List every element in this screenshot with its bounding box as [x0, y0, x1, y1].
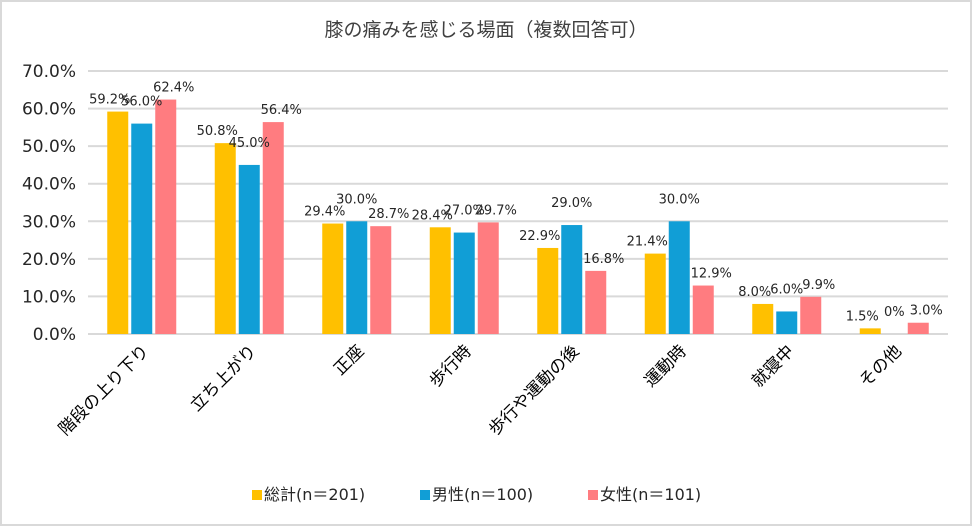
x-tick-label: 正座	[330, 341, 368, 379]
bar-total	[752, 303, 774, 334]
bar-female	[477, 222, 499, 334]
x-tick-label: その他	[856, 341, 906, 391]
bar-male	[668, 221, 690, 334]
data-label: 29.7%	[476, 203, 517, 218]
y-tick-label: 30.0%	[22, 212, 76, 232]
x-tick-label: 歩行時	[426, 341, 476, 391]
x-tick-label: 就寝中	[747, 341, 798, 392]
bar-female	[370, 226, 392, 334]
y-tick-label: 50.0%	[22, 137, 76, 157]
legend-label: 男性(n＝100)	[432, 485, 533, 504]
bar-female	[155, 99, 177, 334]
bar-total	[107, 111, 129, 334]
bar-female	[907, 322, 929, 334]
data-label: 28.7%	[368, 207, 409, 222]
legend-swatch	[252, 490, 262, 500]
bar-female	[800, 296, 822, 334]
bar-male	[776, 311, 798, 334]
data-label: 28.4%	[412, 208, 453, 223]
legend-swatch	[588, 490, 598, 500]
x-tick-label: 立ち上がり	[187, 341, 261, 415]
x-tick-label: 歩行や運動の後	[485, 341, 583, 439]
x-tick-label: 階段の上り下り	[55, 341, 153, 439]
data-label: 21.4%	[627, 235, 668, 250]
data-label: 8.0%	[738, 285, 771, 300]
bars	[107, 99, 929, 335]
y-tick-label: 60.0%	[22, 100, 76, 120]
bar-female	[585, 270, 607, 334]
data-label: 56.4%	[261, 103, 302, 118]
bar-male	[453, 232, 475, 334]
data-label: 9.9%	[802, 278, 835, 293]
y-tick-label: 40.0%	[22, 175, 76, 195]
data-label: 6.0%	[770, 282, 803, 297]
data-label: 27.0%	[444, 204, 485, 219]
legend: 総計(n＝201) 男性(n＝100) 女性(n＝101)	[252, 485, 701, 504]
bar-male	[561, 225, 583, 334]
data-label: 29.0%	[551, 196, 592, 211]
bar-total	[214, 143, 236, 334]
y-tick-label: 0.0%	[33, 325, 76, 345]
legend-label: 女性(n＝101)	[600, 485, 701, 504]
data-label: 30.0%	[659, 192, 700, 207]
data-label: 59.2%	[89, 93, 130, 108]
data-label: 1.5%	[846, 309, 879, 324]
data-label: 29.4%	[304, 205, 345, 220]
data-labels: 59.2%56.0%62.4%50.8%45.0%56.4%29.4%30.0%…	[89, 81, 943, 325]
data-label: 12.9%	[691, 267, 732, 282]
bar-male	[238, 164, 260, 334]
bar-total	[429, 227, 451, 334]
x-tick-label: 運動時	[641, 341, 691, 391]
data-label: 62.4%	[153, 81, 194, 96]
legend-label: 総計(n＝201)	[264, 485, 365, 504]
bar-male	[346, 221, 368, 334]
bar-total	[859, 328, 881, 334]
x-axis-ticks: 階段の上り下り 立ち上がり 正座 歩行時 歩行や運動の後 運動時 就寝中 その他	[55, 341, 906, 440]
data-label: 16.8%	[583, 252, 624, 267]
y-axis-ticks: 0.0% 10.0% 20.0% 30.0% 40.0% 50.0% 60.0% 70.0%	[22, 62, 76, 345]
bar-female	[692, 285, 714, 334]
data-label: 50.8%	[197, 124, 238, 139]
y-tick-label: 70.0%	[22, 62, 76, 82]
y-tick-label: 20.0%	[22, 250, 76, 270]
bar-male	[131, 123, 153, 334]
data-label: 56.0%	[121, 95, 162, 110]
data-label: 30.0%	[336, 192, 377, 207]
data-label: 45.0%	[229, 136, 270, 151]
data-label: 22.9%	[519, 229, 560, 244]
bar-total	[537, 247, 559, 334]
data-label: 0%	[884, 305, 905, 320]
legend-swatch	[420, 490, 430, 500]
bar-total	[322, 223, 344, 334]
bar-female	[262, 122, 284, 335]
data-label: 3.0%	[910, 304, 943, 319]
chart-title: 膝の痛みを感じる場面（複数回答可）	[324, 19, 647, 41]
bar-total	[644, 253, 666, 334]
y-tick-label: 10.0%	[22, 287, 76, 307]
